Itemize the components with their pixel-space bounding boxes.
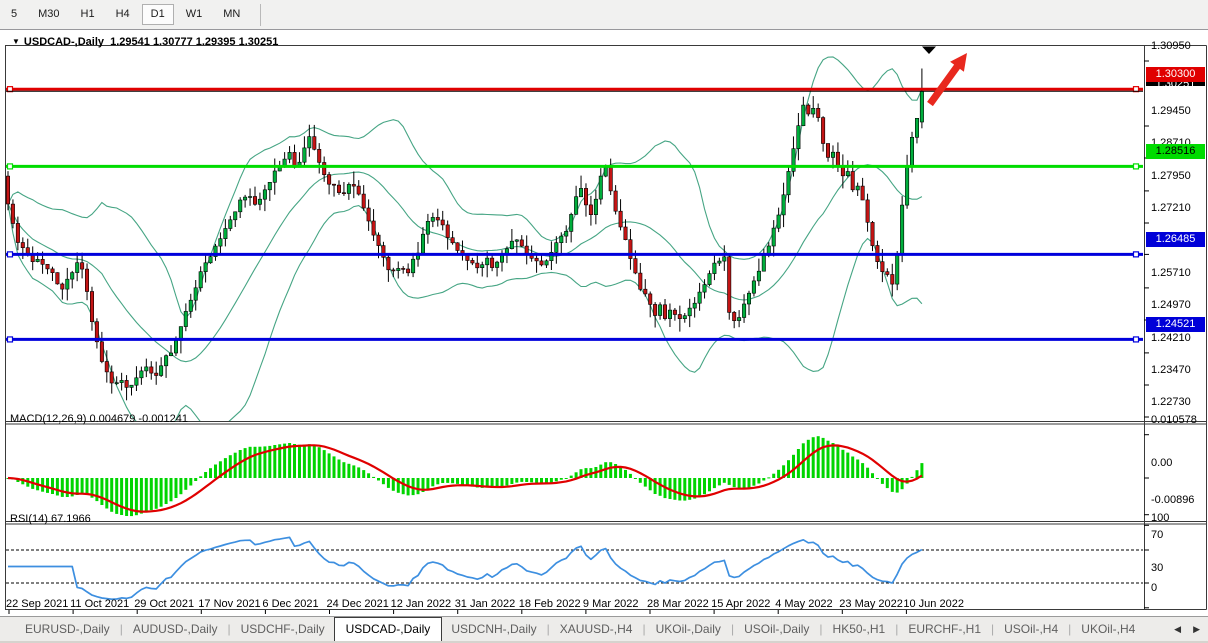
price-axis-tick: 1.22730 xyxy=(1151,396,1191,408)
bar-top-marker-icon xyxy=(922,46,936,54)
symbol-dropdown-icon[interactable]: ▼ xyxy=(12,37,20,46)
tab-separator: | xyxy=(1068,622,1072,636)
tab-scroll-right-icon[interactable]: ▶ xyxy=(1193,623,1200,634)
date-axis-label: 12 Jan 2022 xyxy=(390,598,452,610)
rsi-line xyxy=(8,536,923,601)
hline-handle[interactable] xyxy=(1132,336,1140,343)
tab-separator: | xyxy=(730,622,735,636)
date-axis-label: 22 Sep 2021 xyxy=(6,598,69,610)
macd-axis-tick: 0.00 xyxy=(1151,457,1173,469)
macd-axis-tick: -0.00896 xyxy=(1151,493,1195,506)
date-axis-label: 4 May 2022 xyxy=(775,598,833,610)
date-axis-label: 9 Mar 2022 xyxy=(582,598,639,610)
rsi-axis-tick: 0 xyxy=(1151,582,1158,594)
price-axis-tick: 1.24210 xyxy=(1151,331,1191,344)
macd-signal-line xyxy=(7,444,923,513)
macd-indicator-label: MACD(12,26,9) 0.004679 -0.001241 xyxy=(10,413,188,425)
macd-axis-tick: 0.010578 xyxy=(1151,413,1197,426)
price-axis-tick: 1.23470 xyxy=(1151,363,1191,376)
chart-tab-eurusd-daily[interactable]: EURUSD-,Daily xyxy=(25,622,110,636)
chart-canvas[interactable] xyxy=(0,30,1208,615)
price-axis-tick: 1.25710 xyxy=(1151,266,1191,279)
rsi-axis-tick: 70 xyxy=(1151,529,1164,541)
date-axis-label: 15 Apr 2022 xyxy=(711,598,771,610)
hline-handle[interactable] xyxy=(6,163,14,170)
date-axis-label: 24 Dec 2021 xyxy=(326,598,389,610)
chart-tab-usdchf-daily[interactable]: USDCHF-,Daily xyxy=(240,622,325,636)
trend-arrow-annotation[interactable] xyxy=(927,53,967,107)
price-axis-tick: 1.27210 xyxy=(1151,201,1191,214)
price-badge-130251: 1.30251 xyxy=(1146,77,1205,87)
date-axis-label: 28 Mar 2022 xyxy=(647,598,709,610)
date-axis-label: 17 Nov 2021 xyxy=(198,598,261,610)
tab-separator: | xyxy=(895,622,899,636)
date-axis-label: 23 May 2022 xyxy=(839,598,903,610)
toolbar-separator xyxy=(260,3,262,26)
timeframe-button-d1[interactable]: D1 xyxy=(141,4,174,25)
timeframe-button-h1[interactable]: H1 xyxy=(80,8,95,20)
price-badge-128516: 1.28516 xyxy=(1146,143,1205,159)
tab-scroll-left-icon[interactable]: ◀ xyxy=(1174,623,1182,634)
date-axis-label: 10 Jun 2022 xyxy=(903,598,964,610)
price-axis-tick: 1.30950 xyxy=(1151,40,1191,52)
chart-tab-eurchf-h1[interactable]: EURCHF-,H1 xyxy=(908,622,982,636)
price-axis-tick: 1.29450 xyxy=(1151,104,1191,117)
timeframe-button-h4[interactable]: H4 xyxy=(115,8,130,20)
chart-ohlc-values: 1.29541 1.30777 1.29395 1.30251 xyxy=(110,36,279,48)
tab-separator: | xyxy=(991,622,995,636)
price-badge-130300: 1.30300 xyxy=(1146,66,1205,82)
hline-handle[interactable] xyxy=(6,336,14,343)
chart-tab-hk50-h1[interactable]: HK50-,H1 xyxy=(832,622,886,636)
timeframe-button-mn[interactable]: MN xyxy=(223,8,241,20)
date-axis-label: 11 Oct 2021 xyxy=(70,598,130,610)
date-axis-label: 29 Oct 2021 xyxy=(134,598,195,610)
chart-symbol: USDCAD-,Daily xyxy=(23,36,104,48)
chart-tab-usdcnh-daily[interactable]: USDCNH-,Daily xyxy=(451,622,537,636)
price-badge-124521: 1.24521 xyxy=(1146,316,1205,332)
hline-handle[interactable] xyxy=(1132,251,1140,258)
timeframe-button-w1[interactable]: W1 xyxy=(185,8,203,20)
rsi-axis-tick: 100 xyxy=(1151,512,1170,524)
timeframe-toolbar: 5 M30 H1 H4 D1 W1 MN xyxy=(0,0,1208,30)
bollinger-bands xyxy=(7,56,923,421)
window-bottom-edge xyxy=(0,641,1208,643)
chart-tab-usoil-daily[interactable]: USOil-,Daily xyxy=(744,622,810,636)
chart-graphics xyxy=(5,45,1207,614)
date-axis-label: 31 Jan 2022 xyxy=(454,598,516,610)
tab-separator: | xyxy=(546,622,550,636)
rsi-indicator-label: RSI(14) 67.1966 xyxy=(10,513,91,525)
chart-title: ▼ USDCAD-,Daily 1.29541 1.30777 1.29395 1… xyxy=(12,36,278,48)
hline-handle[interactable] xyxy=(6,251,14,258)
tab-separator: | xyxy=(227,622,231,636)
chart-tab-usoil-h4[interactable]: USOil-,H4 xyxy=(1004,622,1059,636)
price-axis-tick: 1.24970 xyxy=(1151,298,1191,311)
chart-tab-ukoil-daily[interactable]: UKOil-,Daily xyxy=(655,622,721,636)
date-axis-label: 18 Feb 2022 xyxy=(518,598,581,610)
hline-handle[interactable] xyxy=(1132,163,1140,170)
tab-separator: | xyxy=(819,622,823,636)
chart-tab-usdcad-daily[interactable]: USDCAD-,Daily xyxy=(333,617,443,641)
timeframe-button-5[interactable]: 5 xyxy=(11,8,18,20)
rsi-axis-tick: 30 xyxy=(1151,562,1164,574)
price-badge-126485: 1.26485 xyxy=(1146,231,1205,247)
symbol-tabbar: EURUSD-,Daily | AUDUSD-,Daily | USDCHF-,Dail… xyxy=(0,616,1208,641)
chart-tab-audusd-daily[interactable]: AUDUSD-,Daily xyxy=(132,622,218,636)
candles xyxy=(6,68,924,401)
tab-scroll-arrows: ◀ ▶ xyxy=(1174,624,1200,635)
timeframe-button-m30[interactable]: M30 xyxy=(38,8,60,20)
chart-tab-ukoil-h4[interactable]: UKOil-,H4 xyxy=(1081,622,1136,636)
chart-tab-xauusd-h4[interactable]: XAUUSD-,H4 xyxy=(559,622,633,636)
tab-separator: | xyxy=(642,622,646,636)
date-axis-label: 6 Dec 2021 xyxy=(262,598,319,610)
price-axis-tick: 1.27950 xyxy=(1151,169,1191,182)
tab-separator: | xyxy=(119,622,123,636)
